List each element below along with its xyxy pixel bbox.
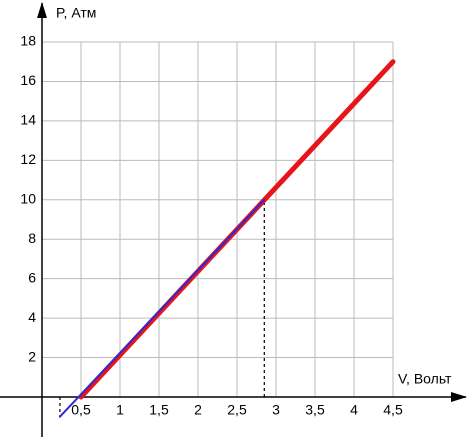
y-tick-label: 16 (20, 72, 36, 88)
y-tick-label: 18 (20, 33, 36, 49)
y-tick-label: 2 (28, 348, 36, 364)
x-tick-label: 4 (350, 402, 358, 418)
x-tick-label: 0,5 (71, 402, 91, 418)
y-tick-label: 4 (28, 309, 36, 325)
y-tick-label: 6 (28, 269, 36, 285)
x-tick-label: 1,5 (149, 402, 169, 418)
x-tick-label: 4,5 (383, 402, 403, 418)
grid (42, 41, 394, 397)
x-tick-label: 2 (194, 402, 202, 418)
x-tick-label: 3 (272, 402, 280, 418)
x-axis-label: V, Вольт (398, 371, 452, 387)
y-tick-label: 12 (20, 151, 36, 167)
x-tick-label: 3,5 (305, 402, 325, 418)
y-tick-label: 10 (20, 190, 36, 206)
x-tick-label: 2,5 (227, 402, 247, 418)
y-tick-label: 14 (20, 112, 36, 128)
y-tick-label: 8 (28, 230, 36, 246)
y-axis-label: P, Атм (56, 5, 96, 21)
x-tick-label: 1 (116, 402, 124, 418)
series-line (58, 198, 266, 418)
